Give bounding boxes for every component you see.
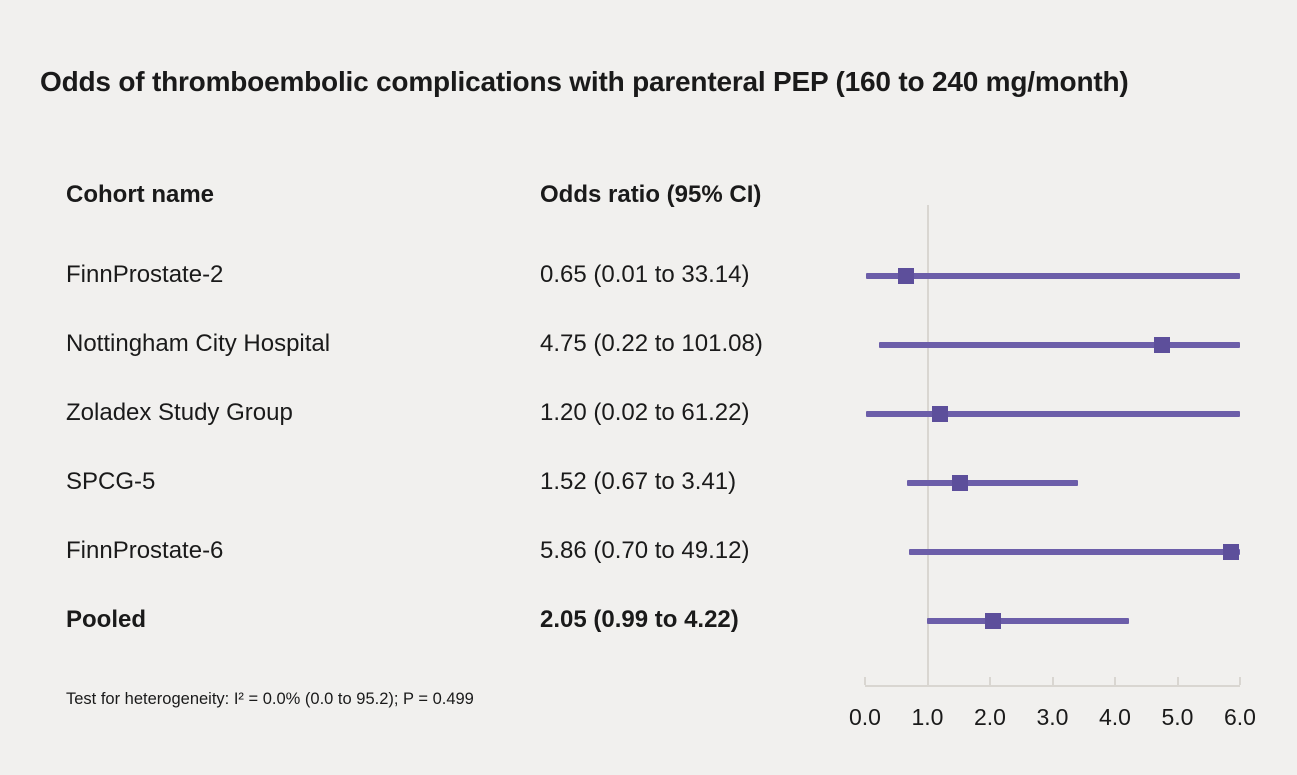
odds-ratio-marker: [1223, 544, 1240, 560]
axis-tick-label: 4.0: [1099, 704, 1131, 730]
odds-ratio-marker: [932, 406, 948, 422]
odds-ratio-marker: [985, 613, 1002, 629]
axis-tick-label: 3.0: [1036, 704, 1069, 730]
reference-line: [926, 205, 929, 685]
odds-ratio-marker: [952, 475, 968, 491]
cohort-name: SPCG-5: [66, 468, 156, 495]
odds-ratio-label: 5.86 (0.70 to 49.12): [540, 537, 750, 564]
cohort-name: Zoladex Study Group: [66, 399, 293, 426]
odds-ratio-label: 0.65 (0.01 to 33.14): [540, 261, 750, 288]
column-header-odds-ratio: Odds ratio (95% CI): [540, 181, 762, 208]
confidence-interval-line: [878, 342, 1240, 348]
axis-tick: [1114, 677, 1116, 685]
odds-ratio-label: 1.52 (0.67 to 3.41): [540, 468, 737, 495]
axis-tick: [989, 677, 991, 685]
odds-ratio-label: 2.05 (0.99 to 4.22): [540, 606, 739, 633]
axis-tick-label: 6.0: [1224, 704, 1256, 730]
odds-ratio-label: 1.20 (0.02 to 61.22): [540, 399, 750, 426]
cohort-name: Nottingham City Hospital: [66, 330, 331, 357]
cohort-name: Pooled: [66, 606, 147, 633]
axis-tick: [1176, 677, 1179, 685]
axis-tick-label: 1.0: [911, 704, 944, 730]
confidence-interval-line: [866, 411, 1240, 417]
axis-tick-label: 5.0: [1161, 704, 1194, 730]
axis-tick: [1051, 677, 1054, 685]
axis-tick: [926, 677, 929, 685]
axis-tick-label: 2.0: [974, 704, 1006, 730]
confidence-interval-line: [865, 273, 1240, 279]
cohort-name: FinnProstate-2: [66, 261, 224, 288]
cohort-name: FinnProstate-6: [66, 537, 224, 564]
x-axis-line: [865, 685, 1240, 687]
chart-title: Odds of thromboembolic complications wit…: [40, 66, 1129, 97]
column-header-cohort: Cohort name: [66, 181, 215, 208]
axis-tick: [1239, 677, 1241, 685]
axis-tick-label: 0.0: [849, 704, 881, 730]
heterogeneity-footnote: Test for heterogeneity: I² = 0.0% (0.0 t…: [66, 690, 474, 708]
confidence-interval-line: [906, 480, 1079, 486]
confidence-interval-line: [908, 549, 1240, 555]
odds-ratio-marker: [897, 268, 914, 284]
confidence-interval-line: [926, 618, 1129, 624]
odds-ratio-marker: [1153, 337, 1170, 353]
axis-tick: [864, 677, 866, 685]
odds-ratio-label: 4.75 (0.22 to 101.08): [540, 330, 763, 357]
